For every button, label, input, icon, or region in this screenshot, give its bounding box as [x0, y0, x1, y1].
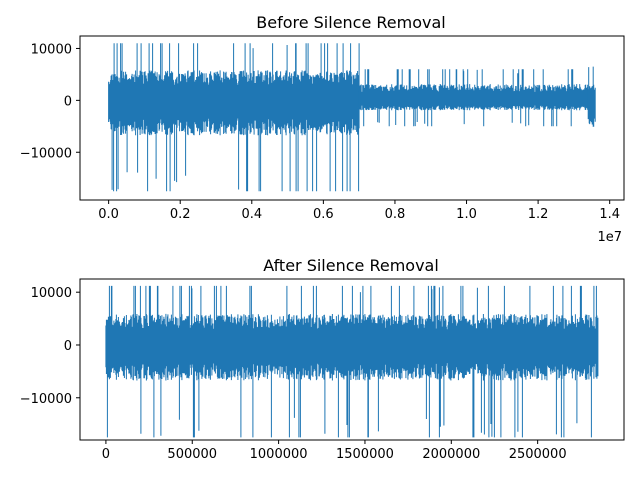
- waveform-segment-1: [358, 69, 589, 127]
- axes-frame-before: [79, 35, 625, 201]
- y-tick-label: −10000: [20, 392, 72, 407]
- before-silence-removal-chart: Before Silence Removal 0.0 0.2 0.4 0.6 0.8 1.…: [20, 13, 625, 245]
- x-tick-label: 0.2: [170, 207, 191, 222]
- plot-area-before: 0.0 0.2 0.4 0.6 0.8 1.0 1.2 1.4 10000 0 −10000: [20, 42, 620, 222]
- y-tick-label: 10000: [31, 42, 72, 57]
- x-tick-label: 1.0: [456, 207, 477, 222]
- x-tick-label: 0.4: [241, 207, 262, 222]
- x-tick-label: 2000000: [422, 447, 480, 462]
- x-tick-label: 1000000: [250, 447, 308, 462]
- waveform-segment-2: [587, 66, 596, 127]
- y-tick-label: −10000: [20, 146, 72, 161]
- x-tick-label: 0: [102, 447, 110, 462]
- x-offset-label: 1e7: [597, 230, 622, 245]
- x-tick-label: 0.8: [385, 207, 406, 222]
- x-tick-label: 1.4: [599, 207, 620, 222]
- waveform-segment-0: [108, 43, 360, 192]
- chart-title-before: Before Silence Removal: [256, 13, 446, 32]
- axes-frame-after: [79, 278, 625, 441]
- plot-area-after: 0 500000 1000000 1500000 2000000 2500000 10000…: [20, 285, 599, 462]
- x-tick-label: 1500000: [336, 447, 394, 462]
- y-tick-label: 0: [64, 94, 72, 109]
- y-tick-label: 0: [64, 339, 72, 354]
- y-tick-label: 10000: [31, 286, 72, 301]
- x-tick-label: 1.2: [528, 207, 549, 222]
- chart-title-after: After Silence Removal: [263, 256, 439, 275]
- x-tick-label: 2500000: [509, 447, 567, 462]
- waveform-segment-0: [105, 285, 599, 438]
- x-tick-label: 0.6: [313, 207, 334, 222]
- after-silence-removal-chart: After Silence Removal 0 500000 1000000 1500…: [20, 256, 625, 462]
- x-tick-label: 0.0: [98, 207, 119, 222]
- x-tick-label: 500000: [167, 447, 217, 462]
